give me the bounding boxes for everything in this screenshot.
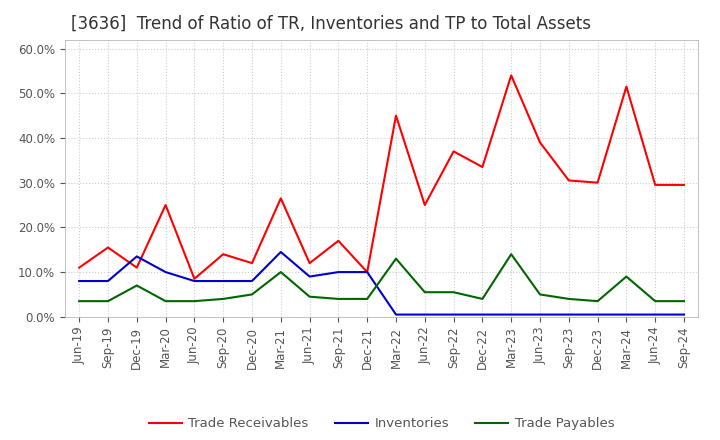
Trade Payables bbox=[334, 296, 343, 301]
Inventories bbox=[104, 279, 112, 284]
Trade Payables bbox=[219, 296, 228, 301]
Trade Receivables bbox=[622, 84, 631, 89]
Inventories bbox=[219, 279, 228, 284]
Trade Receivables bbox=[161, 202, 170, 208]
Trade Receivables bbox=[305, 260, 314, 266]
Trade Payables bbox=[680, 298, 688, 304]
Trade Payables bbox=[276, 269, 285, 275]
Text: [3636]  Trend of Ratio of TR, Inventories and TP to Total Assets: [3636] Trend of Ratio of TR, Inventories… bbox=[71, 15, 591, 33]
Trade Receivables bbox=[392, 113, 400, 118]
Trade Receivables bbox=[507, 73, 516, 78]
Trade Payables bbox=[449, 290, 458, 295]
Trade Payables bbox=[564, 296, 573, 301]
Inventories bbox=[132, 254, 141, 259]
Trade Payables bbox=[104, 298, 112, 304]
Line: Trade Receivables: Trade Receivables bbox=[79, 75, 684, 279]
Line: Inventories: Inventories bbox=[79, 252, 684, 315]
Trade Receivables bbox=[478, 165, 487, 170]
Trade Payables bbox=[132, 283, 141, 288]
Inventories bbox=[75, 279, 84, 284]
Inventories bbox=[248, 279, 256, 284]
Trade Payables bbox=[420, 290, 429, 295]
Inventories bbox=[161, 269, 170, 275]
Trade Payables bbox=[75, 298, 84, 304]
Trade Payables bbox=[161, 298, 170, 304]
Trade Receivables bbox=[536, 140, 544, 145]
Inventories bbox=[420, 312, 429, 317]
Trade Receivables bbox=[449, 149, 458, 154]
Trade Payables bbox=[622, 274, 631, 279]
Trade Payables bbox=[190, 298, 199, 304]
Trade Receivables bbox=[248, 260, 256, 266]
Trade Receivables bbox=[564, 178, 573, 183]
Trade Receivables bbox=[593, 180, 602, 185]
Trade Receivables bbox=[104, 245, 112, 250]
Inventories bbox=[593, 312, 602, 317]
Trade Receivables bbox=[276, 196, 285, 201]
Trade Payables bbox=[392, 256, 400, 261]
Trade Payables bbox=[536, 292, 544, 297]
Trade Payables bbox=[593, 298, 602, 304]
Inventories bbox=[392, 312, 400, 317]
Trade Receivables bbox=[420, 202, 429, 208]
Trade Receivables bbox=[190, 276, 199, 282]
Trade Payables bbox=[248, 292, 256, 297]
Inventories bbox=[449, 312, 458, 317]
Inventories bbox=[276, 249, 285, 255]
Trade Receivables bbox=[363, 269, 372, 275]
Inventories bbox=[190, 279, 199, 284]
Trade Receivables bbox=[651, 182, 660, 187]
Trade Receivables bbox=[132, 265, 141, 270]
Inventories bbox=[334, 269, 343, 275]
Line: Trade Payables: Trade Payables bbox=[79, 254, 684, 301]
Trade Receivables bbox=[680, 182, 688, 187]
Inventories bbox=[680, 312, 688, 317]
Inventories bbox=[363, 269, 372, 275]
Trade Receivables bbox=[219, 252, 228, 257]
Trade Payables bbox=[305, 294, 314, 299]
Trade Payables bbox=[363, 296, 372, 301]
Trade Payables bbox=[478, 296, 487, 301]
Inventories bbox=[651, 312, 660, 317]
Legend: Trade Receivables, Inventories, Trade Payables: Trade Receivables, Inventories, Trade Pa… bbox=[143, 412, 620, 436]
Trade Payables bbox=[651, 298, 660, 304]
Inventories bbox=[507, 312, 516, 317]
Trade Payables bbox=[507, 252, 516, 257]
Trade Receivables bbox=[75, 265, 84, 270]
Inventories bbox=[536, 312, 544, 317]
Trade Receivables bbox=[334, 238, 343, 243]
Inventories bbox=[564, 312, 573, 317]
Inventories bbox=[305, 274, 314, 279]
Inventories bbox=[478, 312, 487, 317]
Inventories bbox=[622, 312, 631, 317]
